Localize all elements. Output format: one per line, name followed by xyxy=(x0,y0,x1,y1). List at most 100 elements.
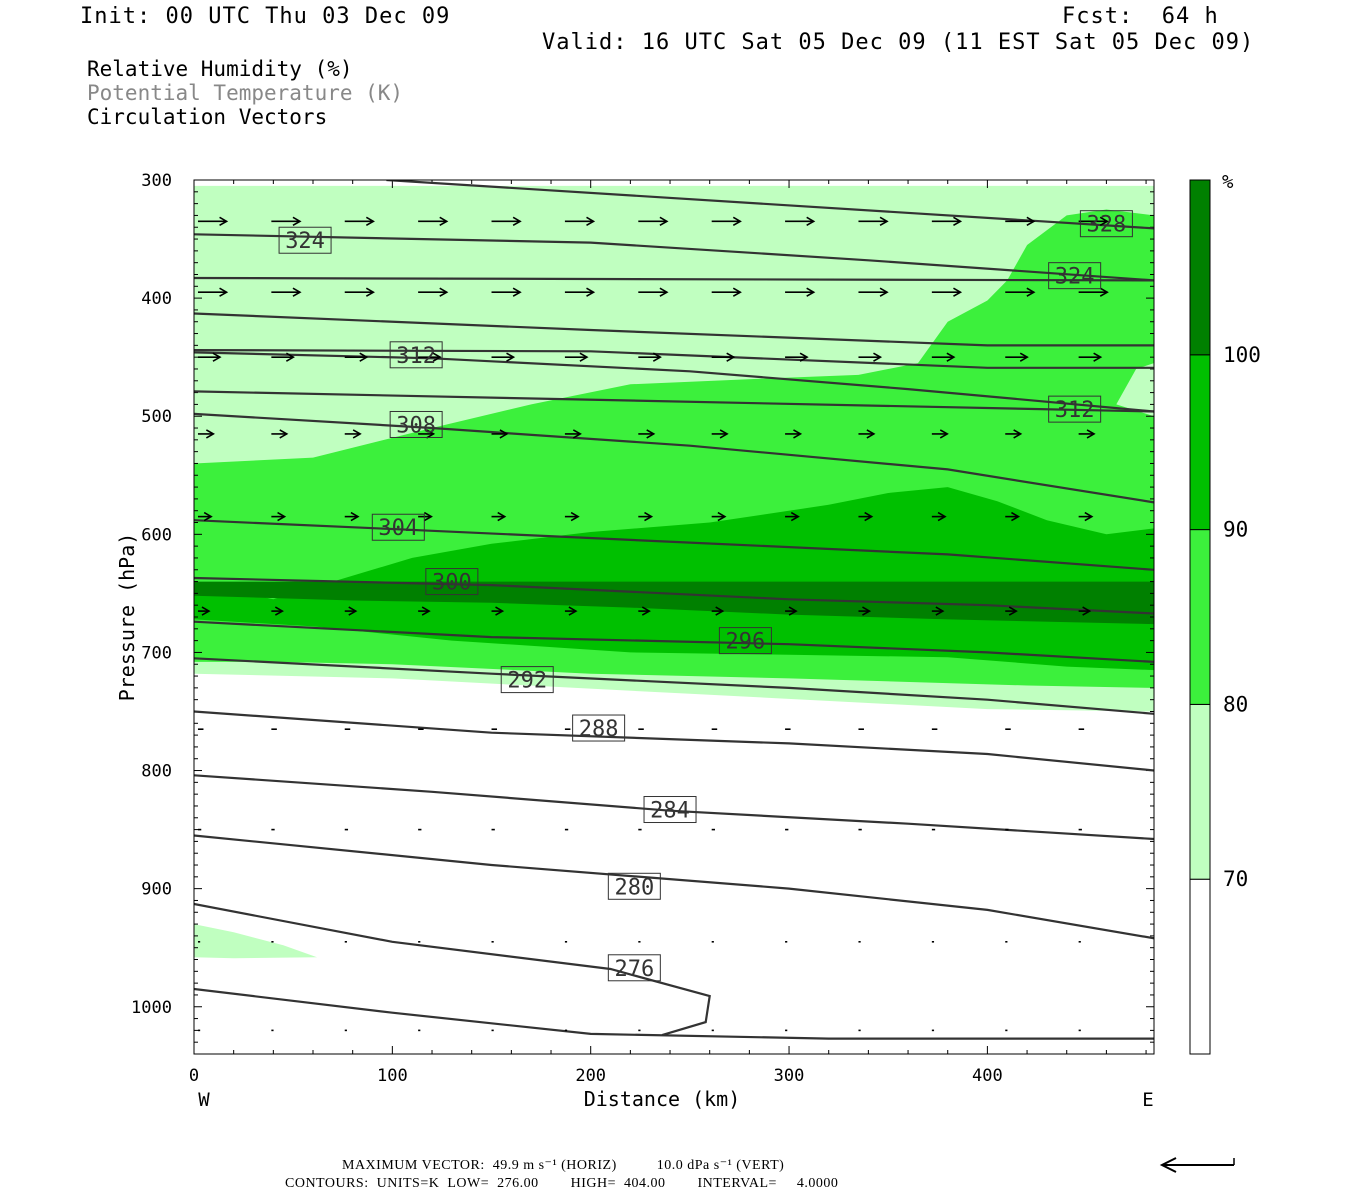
vector-head xyxy=(946,352,956,362)
rh-fills xyxy=(194,185,1154,959)
contour-label-box xyxy=(1048,262,1102,290)
vector-head xyxy=(205,429,215,439)
contour-label-312: 312 xyxy=(389,341,443,369)
colorbar-level-90: 90 xyxy=(1223,518,1248,542)
theta-contour-280 xyxy=(194,834,1154,940)
vector-r1-c10 xyxy=(931,287,963,297)
vector-head xyxy=(953,287,963,297)
vector-head xyxy=(365,287,375,297)
vector-head xyxy=(423,511,433,522)
theta-contour-308 xyxy=(194,412,1154,504)
contour-label-box xyxy=(607,954,661,982)
vector-r4-c0 xyxy=(197,511,213,522)
vector-head xyxy=(359,352,369,362)
theta-contour-316 xyxy=(194,349,1154,369)
contour-label-288: 288 xyxy=(572,714,626,742)
vector-r4-c11 xyxy=(1005,511,1021,522)
vector-head xyxy=(586,216,596,227)
vector-head xyxy=(201,606,211,616)
vector-r0-c6 xyxy=(638,216,669,227)
contour-label-280: 280 xyxy=(607,872,661,900)
vector-head xyxy=(873,352,883,362)
vector-r3-c3 xyxy=(418,429,436,439)
vector-r5-c8 xyxy=(785,606,798,616)
contour-label-text: 312 xyxy=(396,344,436,369)
vector-r0-c0 xyxy=(197,216,229,227)
y-tick-label-700: 700 xyxy=(141,643,172,663)
vector-r1-c8 xyxy=(785,287,816,297)
rh-region-90-100 xyxy=(194,581,1154,625)
colorbar-box-2 xyxy=(1189,529,1211,705)
theta-contour-312 xyxy=(194,351,1154,413)
valid-time: Valid: 16 UTC Sat 05 Dec 09 (11 EST Sat … xyxy=(542,30,1255,55)
vector-head xyxy=(274,606,284,616)
vector-r5-c11 xyxy=(1005,606,1018,616)
contour-label-text: 328 xyxy=(1087,213,1127,238)
rh-region-90-100 xyxy=(194,487,1154,671)
vector-r0-c8 xyxy=(785,216,816,227)
vector-r0-c4 xyxy=(491,216,522,227)
vector-r4-c9 xyxy=(858,511,874,522)
vector-head xyxy=(292,287,302,297)
colorbar-level-70: 70 xyxy=(1223,867,1248,891)
vector-r3-c0 xyxy=(197,429,215,439)
vector-r2-c9 xyxy=(858,352,883,362)
vector-r2-c11 xyxy=(1005,352,1029,362)
contour-label-296: 296 xyxy=(718,627,772,655)
vector-r0-c7 xyxy=(711,216,742,227)
vector-r1-c3 xyxy=(418,287,449,297)
contour-label-text: 312 xyxy=(1055,398,1095,423)
vector-r4-c4 xyxy=(491,511,507,522)
vector-head xyxy=(1019,352,1029,362)
vector-r0-c1 xyxy=(271,216,302,227)
vector-r1-c11 xyxy=(1005,287,1036,297)
vector-head xyxy=(277,511,287,522)
vector-r4-c6 xyxy=(638,511,654,522)
vector-head xyxy=(579,352,589,362)
vector-head xyxy=(506,352,516,362)
vector-r1-c1 xyxy=(271,287,302,297)
y-tick-label-300: 300 xyxy=(141,171,172,191)
vector-head xyxy=(292,216,302,227)
vector-r0-c3 xyxy=(418,216,449,227)
vector-head xyxy=(717,511,727,522)
contour-label-box xyxy=(389,410,443,438)
vector-r2-c0 xyxy=(197,352,222,362)
vector-head xyxy=(348,606,358,616)
vector-head xyxy=(879,216,889,227)
vector-head xyxy=(937,511,947,522)
vector-head xyxy=(203,511,213,522)
vector-head xyxy=(1086,429,1096,439)
vector-head xyxy=(864,511,874,522)
theta-contour-288 xyxy=(194,710,1154,772)
vector-head xyxy=(799,352,809,362)
vector-r2-c6 xyxy=(638,352,662,362)
vector-r2-c7 xyxy=(711,352,736,362)
vector-r0-c10 xyxy=(931,216,963,227)
vector-head xyxy=(1011,511,1021,522)
circulation-vectors xyxy=(197,216,1109,1032)
vector-head xyxy=(953,216,963,227)
vector-r2-c10 xyxy=(931,352,956,362)
vector-head xyxy=(1084,511,1094,522)
vector-head xyxy=(439,216,449,227)
vector-head xyxy=(866,429,876,439)
vector-r1-c0 xyxy=(197,287,229,297)
vector-r4-c7 xyxy=(711,511,727,522)
theta-contour-324 xyxy=(194,233,1154,282)
vector-head xyxy=(644,511,654,522)
colorbar-box-0 xyxy=(1189,878,1211,1055)
contour-label-text: 280 xyxy=(614,875,654,900)
vector-r5-c5 xyxy=(564,606,578,616)
contour-label-box xyxy=(500,666,554,694)
vector-r5-c2 xyxy=(344,606,358,616)
vector-head xyxy=(212,352,222,362)
vector-r5-c4 xyxy=(491,606,505,616)
theta-contour-304 xyxy=(194,519,1154,571)
theta-contour-300 xyxy=(194,576,1154,615)
vector-head xyxy=(279,429,289,439)
max-vector-note: MAXIMUM VECTOR: 49.9 m s⁻¹ (HORIZ) 10.0 … xyxy=(342,1158,785,1173)
vector-r0-c11 xyxy=(1005,216,1036,227)
colorbar-box-1 xyxy=(1189,703,1211,880)
vector-r0-c2 xyxy=(344,216,375,227)
